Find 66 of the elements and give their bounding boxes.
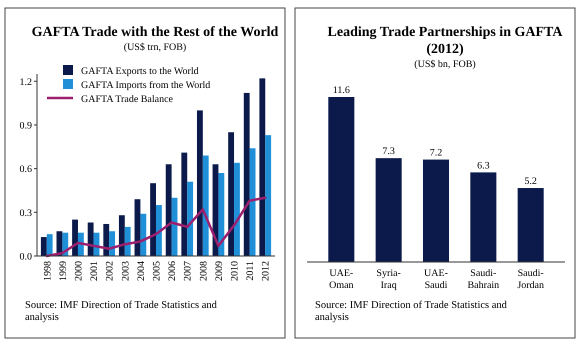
x-tick-label: Saudi-Bahrain (468, 268, 500, 291)
bar (470, 172, 496, 262)
source-note: Source: IMF Direction of Trade Statistics and analysis (25, 300, 218, 323)
data-label: 6.3 (477, 160, 490, 172)
bar (156, 205, 162, 256)
y-tick-label: 0.6 (20, 164, 32, 176)
x-tick-label: 2005 (152, 261, 162, 281)
chart-subtitle: (US$ bn, FOB) (414, 59, 476, 70)
x-tick-label: 2011 (245, 261, 256, 281)
x-tick-label: UAE-Oman (329, 268, 354, 291)
bar (187, 182, 194, 256)
bar (134, 199, 140, 256)
bar (72, 220, 78, 256)
bar (422, 160, 450, 262)
x-tick-label: 2008 (198, 261, 210, 281)
x-tick-label: 2007 (182, 261, 194, 281)
x-tick-label: 2002 (104, 261, 116, 281)
bar (259, 78, 266, 256)
y-tick-label: 0.0 (20, 252, 32, 262)
data-label: 7.3 (382, 146, 395, 158)
bar (328, 97, 354, 262)
bar (265, 135, 272, 256)
source-note: Source: IMF Direction of Trade Statistics and analysis (315, 300, 508, 323)
bar (518, 188, 544, 262)
legend-label: GAFTA Trade Balance (81, 94, 174, 105)
x-tick-label: 2001 (89, 261, 100, 281)
data-label: 7.2 (430, 148, 442, 159)
y-tick-label: 1.2 (20, 76, 32, 88)
bar (376, 158, 402, 262)
bar (212, 164, 218, 256)
x-tick-label: 2006 (167, 261, 178, 281)
x-tick-label: Syria-Iraq (376, 268, 401, 291)
bar (166, 164, 172, 256)
bar (88, 222, 94, 256)
bar (228, 132, 234, 256)
legend-label: GAFTA Imports from the World (81, 80, 210, 91)
bar (250, 148, 256, 256)
bar (118, 215, 125, 256)
bar (109, 231, 116, 256)
x-tick-label: UAE-Saudi (424, 268, 448, 291)
x-tick-label: 2000 (73, 261, 84, 281)
data-label: 11.6 (332, 85, 350, 96)
bar (150, 183, 156, 256)
y-tick-label: 0.9 (20, 120, 32, 132)
chart-title: Leading Trade Partnerships in GAFTA (2012) (328, 25, 564, 57)
x-tick-label: 2010 (230, 261, 241, 281)
x-tick-label: 2003 (120, 261, 132, 281)
data-label: 5.2 (524, 176, 537, 188)
bar (181, 152, 188, 256)
chart-subtitle: (US$ trn, FOB) (124, 42, 186, 53)
x-tick-label: 1998 (42, 261, 54, 281)
x-tick-label: 2009 (214, 261, 225, 281)
bar (234, 162, 240, 256)
x-tick-label: 1999 (58, 261, 69, 281)
x-tick-label: Saudi-Jordan (517, 268, 544, 291)
bar (172, 198, 178, 256)
bar (196, 110, 203, 256)
chart-title: GAFTA Trade with the Rest of the World (32, 25, 279, 40)
bar (218, 173, 224, 256)
bar (244, 92, 250, 256)
bar (40, 237, 47, 256)
line-series (46, 196, 266, 258)
x-tick-label: 2012 (260, 261, 272, 281)
x-tick-label: 2004 (136, 261, 147, 281)
legend-label: GAFTA Exports to the World (81, 66, 199, 77)
y-tick-label: 0.3 (20, 208, 32, 219)
